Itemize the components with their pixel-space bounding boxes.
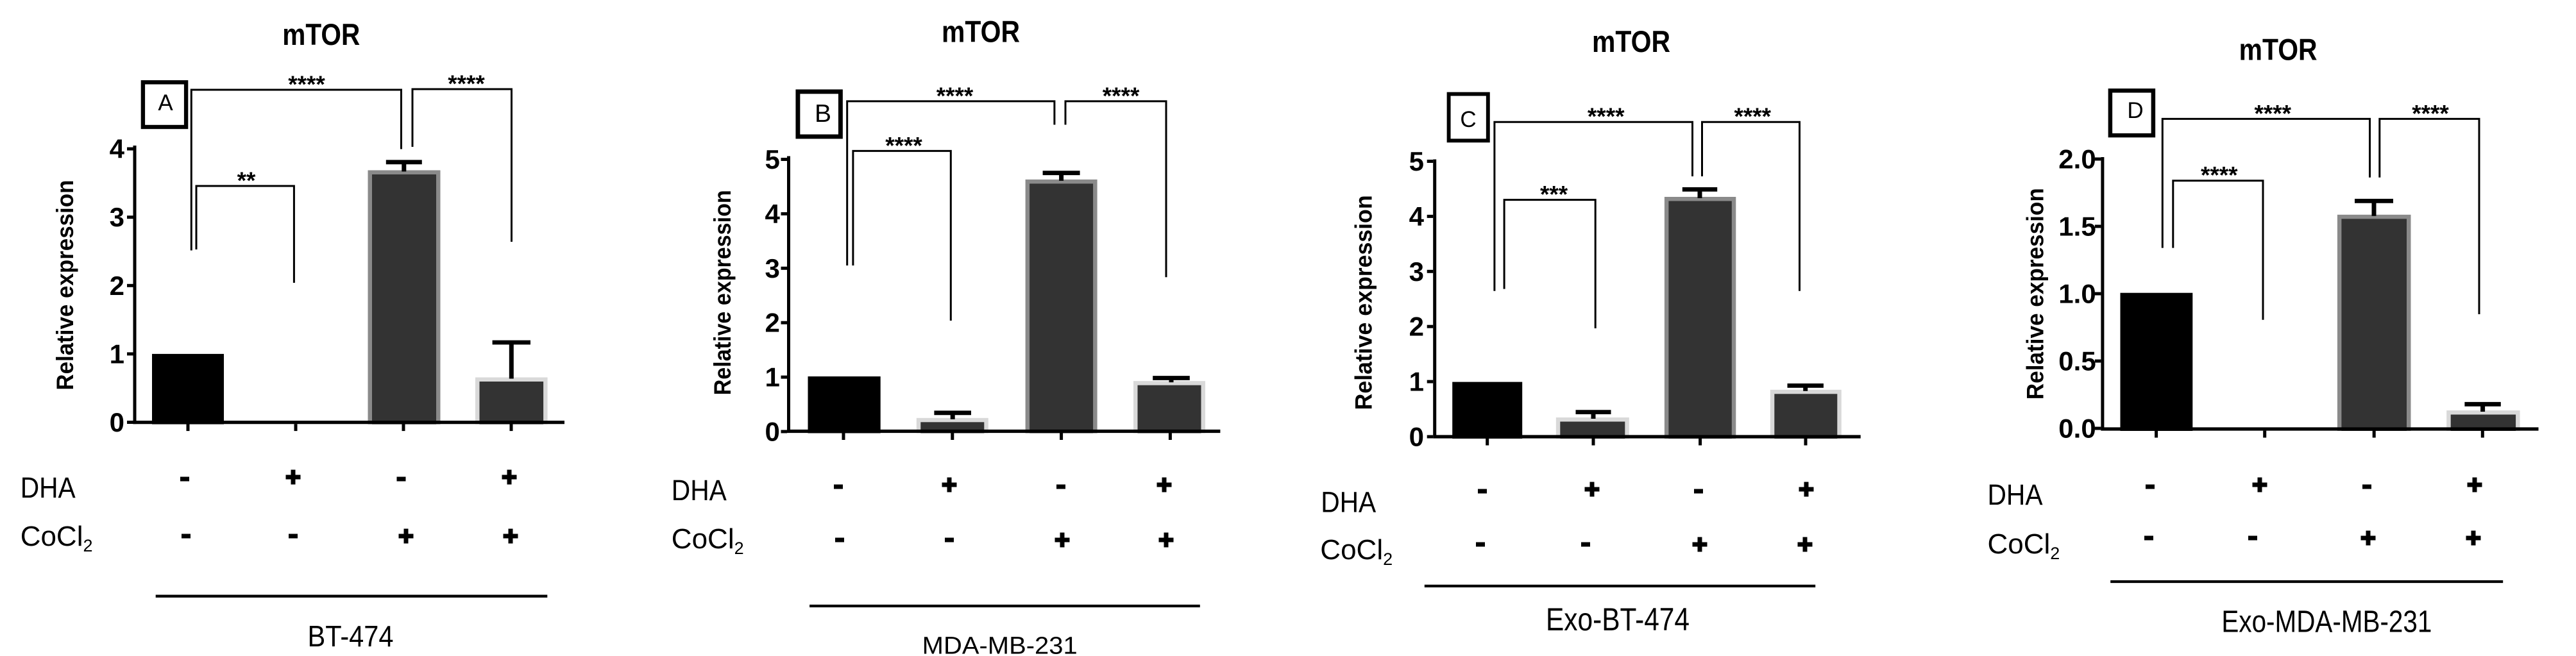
svg-text:B: B	[815, 100, 831, 128]
svg-text:0: 0	[110, 407, 124, 437]
svg-text:**: **	[237, 167, 256, 194]
svg-text:Relative expression: Relative expression	[709, 190, 736, 395]
svg-text:CoCl2: CoCl2	[1988, 528, 2060, 563]
svg-text:D: D	[2127, 98, 2143, 123]
svg-text:C: C	[1460, 107, 1476, 132]
svg-text:BT-474: BT-474	[308, 619, 394, 653]
svg-text:0.0: 0.0	[2058, 414, 2096, 444]
svg-text:1: 1	[765, 362, 779, 392]
svg-text:5: 5	[1409, 146, 1424, 176]
svg-text:1: 1	[1409, 367, 1424, 397]
svg-text:Exo-MDA-MB-231: Exo-MDA-MB-231	[2221, 605, 2432, 639]
svg-text:mTOR: mTOR	[282, 17, 360, 51]
svg-text:3: 3	[1409, 257, 1424, 287]
svg-text:CoCl2: CoCl2	[21, 521, 93, 555]
svg-text:****: ****	[2412, 100, 2449, 126]
svg-text:MDA-MB-231: MDA-MB-231	[922, 633, 1078, 656]
svg-text:****: ****	[448, 71, 485, 97]
svg-text:2: 2	[110, 271, 124, 301]
svg-text:3: 3	[110, 202, 124, 232]
svg-text:****: ****	[288, 71, 325, 97]
svg-text:2: 2	[1409, 312, 1424, 342]
svg-text:****: ****	[936, 83, 974, 109]
svg-text:mTOR: mTOR	[1592, 24, 1670, 58]
svg-text:5: 5	[765, 144, 779, 174]
svg-text:mTOR: mTOR	[2239, 33, 2318, 67]
svg-text:Relative expression: Relative expression	[1351, 195, 1377, 410]
svg-text:0: 0	[765, 417, 779, 447]
svg-text:****: ****	[1588, 103, 1625, 130]
svg-text:1.0: 1.0	[2058, 279, 2096, 309]
svg-text:0: 0	[1409, 422, 1424, 452]
svg-text:****: ****	[1734, 103, 1771, 130]
svg-text:DHA: DHA	[21, 471, 76, 504]
svg-text:CoCl2: CoCl2	[1320, 534, 1393, 569]
svg-text:mTOR: mTOR	[942, 15, 1020, 49]
svg-text:1: 1	[110, 339, 124, 369]
svg-text:4: 4	[1409, 201, 1425, 231]
svg-text:Relative expression: Relative expression	[2022, 188, 2049, 399]
svg-text:2.0: 2.0	[2058, 144, 2096, 174]
svg-text:Exo-BT-474: Exo-BT-474	[1546, 601, 1690, 637]
svg-text:****: ****	[2201, 162, 2238, 189]
svg-text:A: A	[158, 90, 173, 115]
svg-text:DHA: DHA	[672, 474, 727, 507]
svg-text:0.5: 0.5	[2058, 346, 2096, 376]
svg-text:3: 3	[765, 253, 779, 283]
svg-text:4: 4	[110, 134, 125, 164]
svg-text:****: ****	[2254, 100, 2291, 126]
svg-text:DHA: DHA	[1988, 478, 2043, 511]
svg-text:2: 2	[765, 308, 779, 338]
svg-text:****: ****	[1103, 83, 1140, 109]
svg-text:Relative expression: Relative expression	[52, 180, 78, 391]
svg-text:DHA: DHA	[1321, 486, 1376, 519]
svg-text:****: ****	[885, 132, 922, 158]
svg-text:***: ***	[1540, 181, 1568, 208]
svg-text:1.5: 1.5	[2058, 212, 2096, 242]
svg-text:CoCl2: CoCl2	[672, 523, 744, 558]
svg-text:4: 4	[765, 199, 780, 229]
